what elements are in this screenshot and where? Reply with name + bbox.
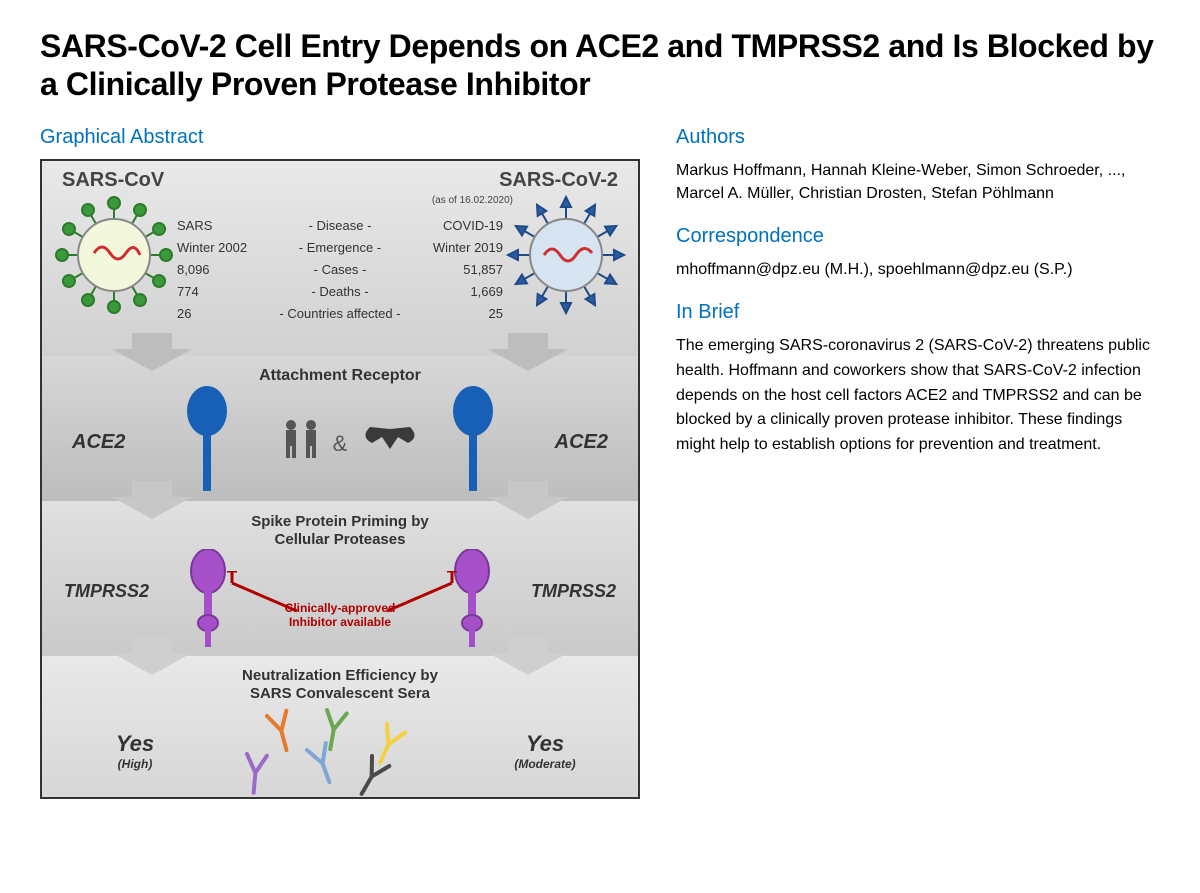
graphical-abstract-heading: Graphical Abstract — [40, 126, 640, 149]
cell: 8,096 — [177, 262, 267, 277]
right-column: Authors Markus Hoffmann, Hannah Kleine-W… — [676, 126, 1160, 799]
authors-heading: Authors — [676, 126, 1160, 149]
down-arrow-icon — [488, 637, 568, 677]
cell: 25 — [413, 306, 503, 321]
cell: 26 — [177, 306, 267, 321]
tmprss2-icon — [451, 549, 493, 649]
content-columns: Graphical Abstract SARS-CoV SARS-CoV-2 (… — [40, 126, 1160, 799]
down-arrow-icon — [112, 481, 192, 521]
yes-right-sub: (Moderate) — [490, 757, 600, 771]
inhibitor-l2: Inhibitor available — [289, 615, 391, 629]
yes-left: Yes (High) — [80, 731, 190, 771]
cell: Countries affected — [267, 306, 413, 321]
inhibitor-l1: Clinically-approved — [285, 601, 396, 615]
cell: 774 — [177, 284, 267, 299]
paper-title: SARS-CoV-2 Cell Entry Depends on ACE2 an… — [40, 28, 1160, 104]
correspondence-heading: Correspondence — [676, 225, 1160, 248]
inhibitor-label: Clinically-approved Inhibitor available — [285, 601, 396, 630]
tmprss2-left-label: TMPRSS2 — [64, 581, 149, 602]
protease-title-l2: Cellular Proteases — [42, 531, 638, 549]
cell: Cases — [267, 262, 413, 277]
cell: Winter 2002 — [177, 240, 267, 255]
table-row: Winter 2002 Emergence Winter 2019 — [42, 237, 638, 259]
table-row: SARS Disease COVID-19 — [42, 215, 638, 237]
cell: Emergence — [267, 240, 413, 255]
authors-text: Markus Hoffmann, Hannah Kleine-Weber, Si… — [676, 159, 1160, 205]
asof-label: (as of 16.02.2020) — [432, 195, 513, 206]
cell: SARS — [177, 218, 267, 233]
yes-left-text: Yes — [116, 731, 154, 756]
down-arrow-icon — [488, 481, 568, 521]
human-icon — [280, 419, 324, 459]
comparison-table: SARS Disease COVID-19 Winter 2002 Emerge… — [42, 215, 638, 325]
left-column: Graphical Abstract SARS-CoV SARS-CoV-2 (… — [40, 126, 640, 799]
ace2-receptor-icon — [182, 386, 232, 496]
table-row: 26 Countries affected 25 — [42, 303, 638, 325]
ace2-right-label: ACE2 — [555, 431, 608, 454]
ace2-left-label: ACE2 — [72, 431, 125, 454]
ampersand: & — [333, 431, 348, 457]
in-brief-text: The emerging SARS-coronavirus 2 (SARS-Co… — [676, 334, 1160, 458]
graphical-abstract-box: SARS-CoV SARS-CoV-2 (as of 16.02.2020) — [40, 159, 640, 799]
cell: COVID-19 — [413, 218, 503, 233]
table-row: 774 Deaths 1,669 — [42, 281, 638, 303]
cell: Deaths — [267, 284, 413, 299]
cell: Winter 2019 — [413, 240, 503, 255]
yes-left-sub: (High) — [80, 757, 190, 771]
in-brief-heading: In Brief — [676, 301, 1160, 324]
neutralization-title-l2: SARS Convalescent Sera — [42, 685, 638, 703]
bat-icon — [360, 423, 420, 455]
tmprss2-right-label: TMPRSS2 — [531, 581, 616, 602]
antibodies-icon — [237, 706, 447, 796]
virus-right-label: SARS-CoV-2 — [499, 169, 618, 192]
down-arrow-icon — [112, 637, 192, 677]
cell: 1,669 — [413, 284, 503, 299]
down-arrow-icon — [488, 333, 568, 373]
tmprss2-icon — [187, 549, 229, 649]
virus-left-label: SARS-CoV — [62, 169, 164, 192]
table-row: 8,096 Cases 51,857 — [42, 259, 638, 281]
correspondence-text: mhoffmann@dpz.eu (M.H.), spoehlmann@dpz.… — [676, 258, 1160, 281]
down-arrow-icon — [112, 333, 192, 373]
cell: Disease — [267, 218, 413, 233]
cell: 51,857 — [413, 262, 503, 277]
yes-right: Yes (Moderate) — [490, 731, 600, 771]
yes-right-text: Yes — [526, 731, 564, 756]
ace2-receptor-icon — [448, 386, 498, 496]
